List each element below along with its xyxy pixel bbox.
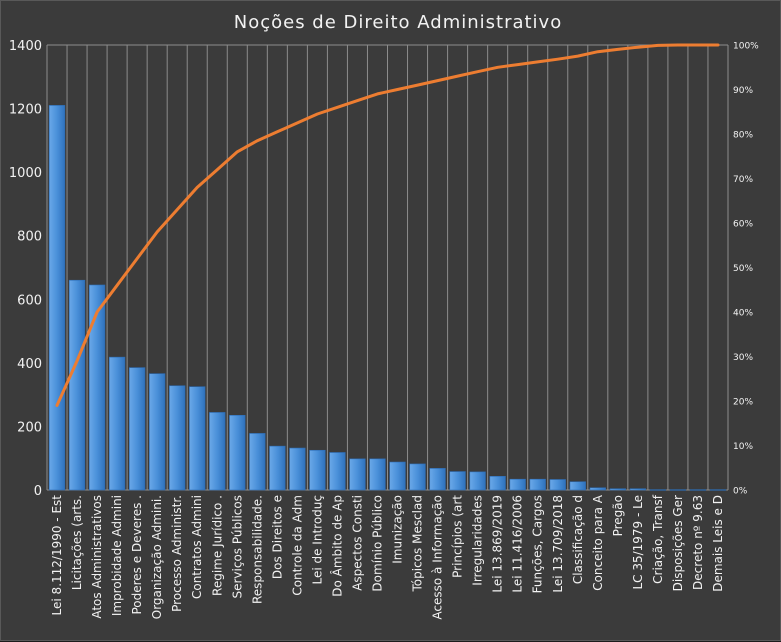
- x-tick-label: Conceito para A: [591, 494, 605, 591]
- cumulative-line-layer: [55, 43, 720, 407]
- bar: [349, 458, 366, 491]
- bar: [309, 449, 326, 491]
- x-tick-label: Contratos Admini: [190, 495, 204, 599]
- bar: [229, 415, 246, 491]
- bar: [369, 458, 386, 491]
- bar: [409, 463, 426, 491]
- bar: [469, 471, 486, 491]
- chart-title: Noções de Direito Administrativo: [234, 12, 562, 33]
- x-tick-label: Disposições Ger: [671, 495, 685, 591]
- bar: [189, 386, 206, 491]
- y-tick-label: 800: [17, 230, 42, 245]
- bar: [169, 385, 186, 491]
- x-tick-label: Lei 13.869/2019: [491, 495, 505, 593]
- bar: [449, 471, 466, 491]
- bar: [108, 356, 126, 491]
- x-tick-label: Organização Admini.: [150, 495, 164, 619]
- bar: [88, 284, 106, 491]
- y2-tick-label: 50%: [733, 264, 753, 274]
- y2-tick-label: 10%: [733, 442, 753, 452]
- y2-tick-label: 80%: [733, 131, 753, 141]
- x-tick-label: Atos Administrativos: [90, 495, 104, 619]
- y-tick-label: 400: [17, 357, 42, 372]
- y-tick-label: 1400: [9, 39, 42, 54]
- y2-tick-label: 40%: [733, 309, 753, 319]
- bar: [609, 488, 626, 491]
- x-tick-label: LC 35/1979 - Le: [631, 495, 645, 590]
- x-tick-label: Responsabilidade.: [250, 495, 264, 604]
- bar: [529, 478, 546, 491]
- bar: [48, 105, 66, 491]
- bar: [129, 367, 146, 491]
- x-tick-label: Lei 11.416/2006: [511, 495, 525, 593]
- x-tick-label: Classificação d: [571, 495, 585, 584]
- bar: [649, 489, 667, 491]
- y2-tick-label: 60%: [733, 220, 753, 230]
- y2-tick-label: 90%: [733, 86, 753, 96]
- y2-axis-ticks: 0% 10% 20% 30% 40% 50% 60% 70% 80% 90% 100%: [733, 42, 759, 497]
- x-tick-label: Controle da Adm: [290, 495, 304, 596]
- x-tick-label: Lei 13.709/2018: [551, 495, 565, 593]
- x-tick-label: Criação, Transf: [651, 494, 665, 584]
- x-tick-label: Licitações (arts.: [70, 495, 84, 590]
- bars: [48, 105, 727, 491]
- x-tick-label: Decreto nº 9.63: [691, 495, 705, 590]
- x-tick-label: Demais Leis e D: [711, 495, 725, 592]
- bar: [209, 412, 226, 491]
- y-axis-ticks: 0 200 400 600 800 1000 1200 1400: [9, 39, 42, 499]
- x-tick-label: Improbidade Admini: [110, 495, 124, 616]
- y-tick-label: 600: [17, 293, 42, 308]
- bar: [329, 452, 346, 491]
- bar: [489, 476, 506, 491]
- bar: [709, 489, 727, 491]
- x-tick-label: Aspectos Consti: [350, 495, 364, 591]
- x-tick-label: Funções, Cargos: [531, 495, 545, 593]
- bar: [429, 468, 446, 491]
- bar: [269, 445, 286, 491]
- x-tick-label: Lei 8.112/1990 - Est: [50, 495, 64, 616]
- y-tick-label: 0: [34, 484, 42, 499]
- bar: [289, 447, 306, 491]
- bar: [149, 373, 166, 491]
- bar: [589, 487, 606, 491]
- bar: [689, 489, 707, 491]
- bar: [509, 478, 526, 491]
- y2-tick-label: 100%: [733, 42, 759, 52]
- y2-tick-label: 0%: [733, 487, 748, 497]
- x-tick-label: Domínio Público: [370, 495, 384, 592]
- x-tick-label: Pregão: [611, 495, 625, 536]
- x-tick-label: Poderes e Deveres .: [130, 495, 144, 615]
- x-tick-label: Imunização: [391, 495, 405, 564]
- bar: [549, 479, 566, 491]
- x-tick-label: Serviços Públicos: [230, 495, 244, 598]
- bar: [669, 489, 687, 491]
- x-tick-label: Tópicos Mesclad: [411, 495, 425, 592]
- bar: [629, 488, 646, 491]
- y-tick-label: 1000: [9, 166, 42, 181]
- x-tick-label: Do Âmbito de Ap: [329, 495, 344, 597]
- x-tick-label: Regime Jurídico .: [210, 495, 224, 596]
- y2-tick-label: 70%: [733, 175, 753, 185]
- x-tick-label: Acesso à Informação: [431, 495, 445, 620]
- bar: [569, 481, 586, 491]
- x-axis-ticks: Lei 8.112/1990 - Est Licitações (arts. Ato…: [50, 494, 725, 619]
- bar: [249, 433, 266, 491]
- x-tick-label: Irregularidades: [471, 495, 485, 586]
- cumulative-line: [55, 43, 720, 407]
- grid-lines: [46, 44, 729, 491]
- y-tick-label: 1200: [9, 103, 42, 118]
- x-tick-label: Lei de Introduç: [310, 495, 324, 585]
- x-tick-label: Processo Administr.: [170, 495, 184, 612]
- bar: [68, 279, 86, 491]
- y2-tick-label: 30%: [733, 353, 753, 363]
- x-tick-label: Princípios (art: [451, 495, 465, 578]
- bar: [389, 461, 406, 491]
- y-tick-label: 200: [17, 420, 42, 435]
- y2-tick-label: 20%: [733, 398, 753, 408]
- x-tick-label: Dos Direitos e: [270, 495, 284, 579]
